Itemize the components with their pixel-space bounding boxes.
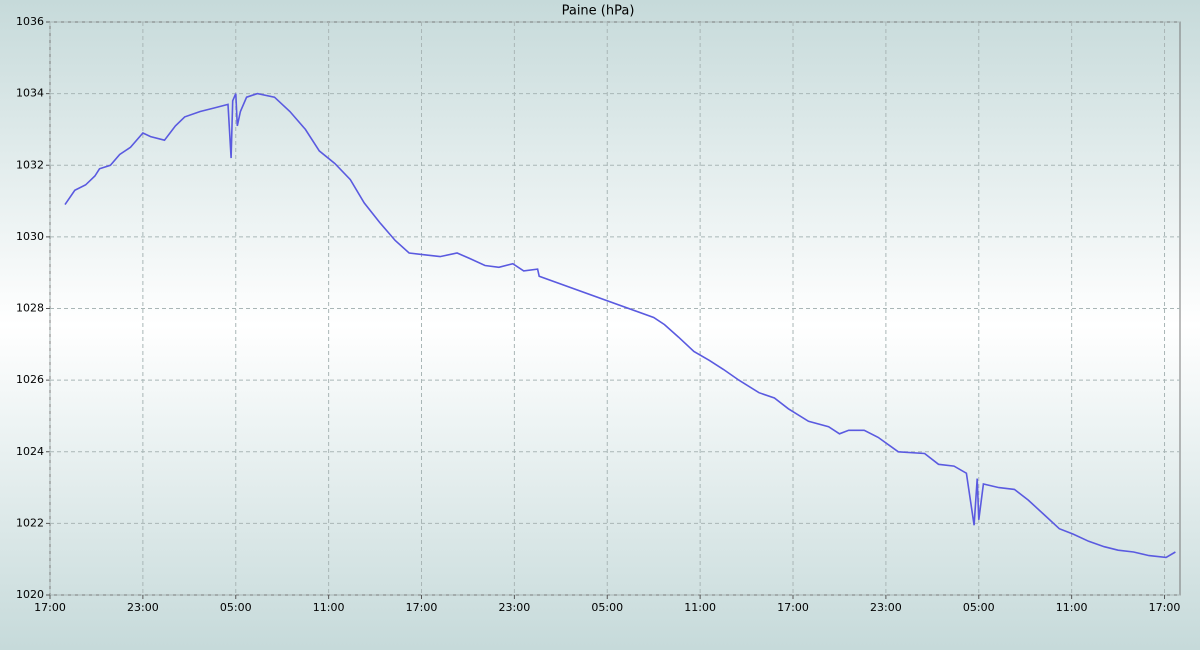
y-tick-label: 1020 (16, 588, 44, 601)
x-tick-label: 05:00 (963, 601, 995, 614)
data-line (64, 92, 1176, 559)
y-tick-label: 1026 (16, 373, 44, 386)
y-tick-label: 1030 (16, 230, 44, 243)
x-tick-label: 05:00 (220, 601, 252, 614)
x-tick-label: 11:00 (313, 601, 345, 614)
chart-title: Paine (hPa) (562, 4, 635, 19)
y-tick-label: 1032 (16, 158, 44, 171)
x-tick-label: 17:00 (1149, 601, 1181, 614)
y-tick-label: 1036 (16, 15, 44, 28)
x-tick-label: 17:00 (406, 601, 438, 614)
x-tick-label: 11:00 (684, 601, 716, 614)
x-tick-label: 17:00 (777, 601, 809, 614)
x-tick-label: 05:00 (591, 601, 623, 614)
y-tick-label: 1024 (16, 445, 44, 458)
y-tick-label: 1034 (16, 87, 44, 100)
x-tick-label: 23:00 (870, 601, 902, 614)
y-tick-label: 1022 (16, 516, 44, 529)
y-tick-label: 1028 (16, 302, 44, 315)
x-tick-label: 17:00 (34, 601, 66, 614)
x-tick-label: 11:00 (1056, 601, 1088, 614)
x-tick-label: 23:00 (499, 601, 531, 614)
x-tick-label: 23:00 (127, 601, 159, 614)
